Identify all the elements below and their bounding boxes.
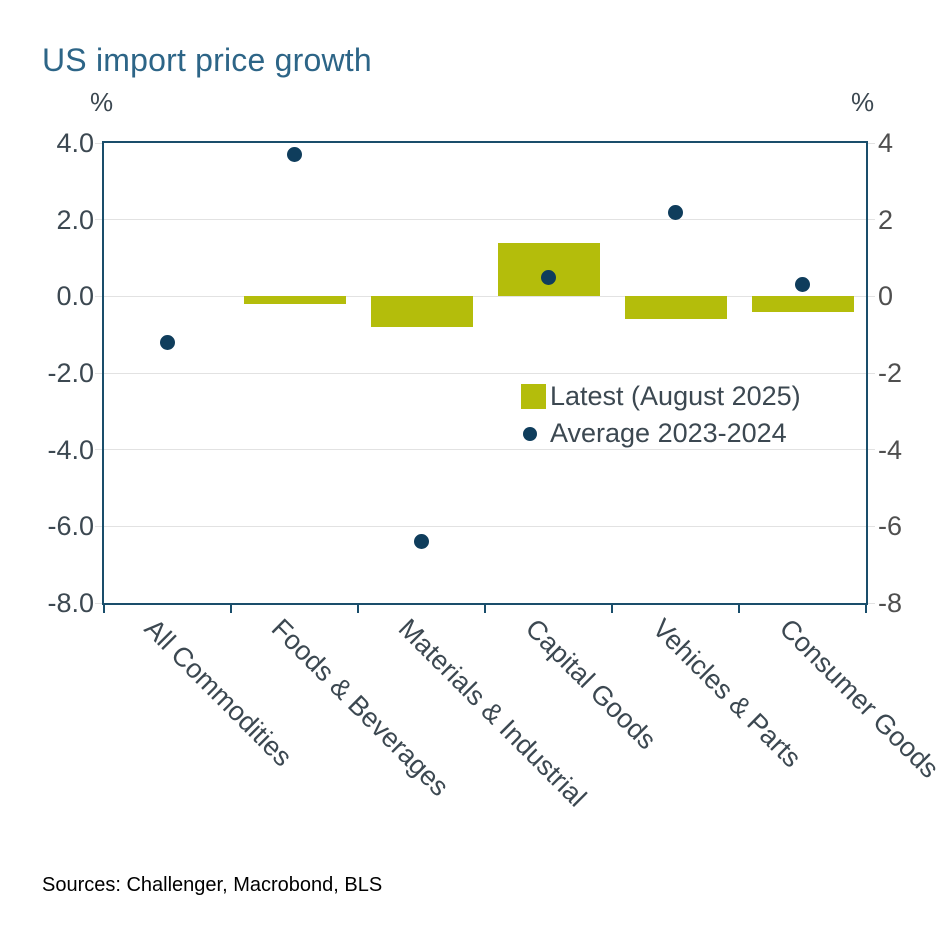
legend-item-average: Average 2023-2024 — [521, 415, 801, 452]
x-axis-label-capital-goods: Capital Goods — [519, 613, 662, 756]
y-tick-right — [868, 449, 875, 451]
y-tick-left — [95, 142, 102, 144]
y-axis-label-right: -4 — [878, 434, 903, 465]
dot-materials-industrial — [414, 534, 429, 550]
y-tick-right — [868, 372, 875, 374]
sources-note: Sources: Challenger, Macrobond, BLS — [42, 874, 383, 896]
x-tick — [865, 605, 867, 613]
legend-bar-swatch — [521, 384, 546, 409]
y-axis-unit-left: % — [90, 87, 114, 117]
y-axis-label-left: 4.0 — [56, 128, 94, 158]
y-axis-unit-right: % — [851, 87, 875, 117]
gridline — [104, 295, 866, 297]
y-axis-label-right: -2 — [878, 358, 903, 388]
y-axis-label-left: 2.0 — [56, 204, 94, 235]
y-tick-left — [95, 602, 102, 604]
y-tick-left — [95, 372, 102, 374]
y-tick-right — [868, 142, 875, 144]
x-tick — [103, 605, 105, 613]
y-tick-right — [868, 602, 875, 604]
y-axis-label-left: -4.0 — [47, 434, 94, 465]
chart-title: US import price growth — [42, 42, 372, 78]
gridline — [104, 219, 866, 221]
plot-frame — [102, 141, 868, 605]
legend-item-latest: Latest (August 2025) — [521, 378, 801, 415]
y-tick-left — [95, 219, 102, 221]
legend: Latest (August 2025) Average 2023-2024 — [521, 378, 801, 452]
y-tick-right — [868, 295, 875, 297]
y-axis-label-right: -8 — [878, 588, 903, 618]
x-tick — [357, 605, 359, 613]
x-tick — [738, 605, 740, 613]
y-tick-left — [95, 295, 102, 297]
dot-capital-goods — [541, 269, 556, 285]
gridline — [104, 449, 866, 451]
y-axis-label-right: 4 — [878, 128, 894, 158]
dot-all-commodities — [160, 334, 175, 350]
legend-dot-swatch-box — [521, 421, 546, 446]
y-axis-label-right: 2 — [878, 204, 894, 235]
y-tick-right — [868, 219, 875, 221]
y-axis-label-left: -2.0 — [47, 358, 94, 388]
x-tick — [230, 605, 232, 613]
y-tick-left — [95, 449, 102, 451]
legend-bar-swatch-box — [521, 384, 546, 409]
bar-materials-industrial — [370, 296, 473, 327]
y-axis-label-left: -6.0 — [47, 511, 94, 542]
y-tick-left — [95, 525, 102, 527]
y-axis-label-right: 0 — [878, 281, 894, 312]
y-axis-label-right: -6 — [878, 511, 903, 542]
legend-dot-swatch — [522, 426, 537, 441]
x-tick — [484, 605, 486, 613]
bar-foods-beverages — [243, 296, 346, 304]
bar-consumer-goods — [751, 296, 854, 312]
y-axis-label-left: -8.0 — [47, 588, 94, 618]
bar-capital-goods — [497, 242, 600, 297]
legend-dot-label: Average 2023-2024 — [550, 418, 787, 448]
gridline — [104, 525, 866, 527]
y-tick-right — [868, 525, 875, 527]
dot-foods-beverages — [287, 147, 302, 162]
x-tick — [611, 605, 613, 613]
gridline — [104, 372, 866, 374]
bar-vehicles-parts — [624, 296, 727, 320]
dot-vehicles-parts — [668, 204, 683, 220]
legend-bar-label: Latest (August 2025) — [550, 381, 801, 411]
y-axis-label-left: 0.0 — [56, 281, 94, 312]
dot-consumer-goods — [795, 277, 810, 293]
